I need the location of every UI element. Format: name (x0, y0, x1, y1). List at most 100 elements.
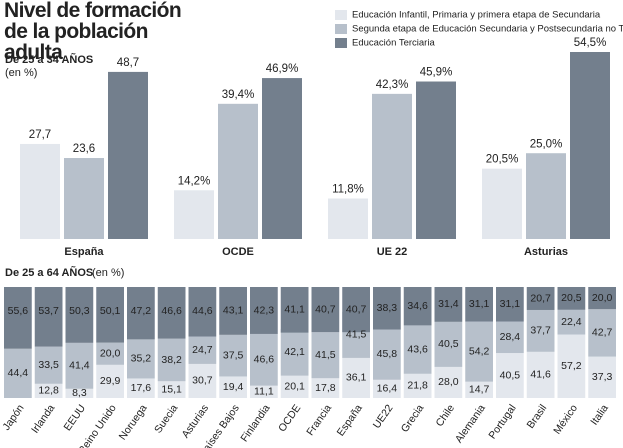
legend-swatch (335, 10, 347, 20)
x-tick-label: OCDE (276, 402, 303, 434)
value-label: 20,0 (100, 347, 121, 359)
value-label: 40,5 (438, 338, 459, 350)
bar-segment (403, 287, 432, 326)
value-label: 40,7 (346, 303, 367, 315)
bar-segment (127, 378, 155, 398)
bar-segment (188, 336, 217, 364)
bar-segment (96, 364, 124, 398)
bar-segment (188, 363, 217, 398)
value-label: 28,4 (500, 331, 521, 343)
bar-segment (465, 381, 493, 398)
bar-segment (127, 287, 155, 340)
value-label: 38,3 (377, 302, 398, 314)
bar-segment (526, 309, 555, 352)
bar (108, 71, 148, 240)
value-label: 23,6 (73, 143, 95, 155)
bar-segment (280, 375, 309, 398)
legend-swatch (335, 24, 347, 34)
bar-segment (496, 321, 524, 354)
bar-segment (557, 309, 586, 335)
bar-segment (557, 334, 586, 398)
bar-segment (311, 378, 340, 398)
bar-segment (403, 373, 432, 398)
value-label: 53,7 (38, 305, 59, 317)
value-label: 20,5% (486, 154, 519, 166)
value-label: 14,7 (469, 384, 490, 396)
value-label: 20,5 (561, 292, 582, 304)
x-tick-label: Noruega (117, 402, 150, 442)
x-tick-label: Asturias (180, 402, 212, 440)
bar-segment (496, 353, 524, 398)
bar-segment (157, 381, 186, 398)
legend-label: Educación Infantil, Primaria y primera e… (352, 10, 601, 21)
bar-segment (403, 325, 432, 374)
value-label: 36,1 (346, 372, 367, 384)
value-label: 14,2% (178, 175, 211, 187)
x-tick-label: Irlanda (29, 402, 57, 435)
x-tick-label: España (335, 402, 365, 438)
value-label: 31,1 (500, 298, 521, 310)
value-label: 33,5 (38, 359, 59, 371)
bar (416, 81, 456, 239)
value-label: 17,6 (131, 382, 152, 394)
value-label: 37,7 (530, 325, 551, 337)
bar (20, 143, 60, 239)
value-label: 43,1 (223, 305, 244, 317)
bar-segment (250, 333, 278, 386)
bar-segment (96, 287, 124, 343)
value-label: 24,7 (192, 344, 213, 356)
x-tick-label: Francia (304, 402, 334, 438)
bar (482, 168, 522, 239)
bar (218, 103, 258, 240)
bar-segment (250, 385, 278, 398)
x-tick-label: Alemania (453, 402, 488, 445)
value-label: 45,8 (377, 348, 398, 360)
bar-segment (250, 287, 278, 334)
value-label: 43,6 (407, 343, 428, 355)
bar (372, 93, 412, 239)
bar-segment (280, 287, 309, 333)
value-label: 42,3% (376, 79, 409, 91)
value-label: 42,3 (254, 304, 275, 316)
value-label: 57,2 (561, 360, 582, 372)
bar-segment (65, 342, 94, 389)
bar-segment (434, 321, 463, 367)
bar-segment (342, 287, 370, 333)
value-label: 21,8 (407, 380, 428, 392)
value-label: 15,1 (161, 383, 182, 395)
value-label: 30,7 (192, 375, 213, 387)
bar-segment (65, 388, 94, 398)
subtitle: De 25 a 64 AÑOS (5, 266, 93, 279)
value-label: 42,7 (592, 327, 613, 339)
chart-title: Nivel de formación de la población adult… (4, 0, 182, 64)
value-label: 20,0 (592, 292, 613, 304)
bar (570, 52, 610, 239)
x-tick-label: Brasil (524, 402, 549, 430)
legend-label: Segunda etapa de Educación Secundaria y … (352, 24, 623, 35)
bar-segment (34, 287, 63, 347)
bar-segment (373, 328, 401, 380)
bar-segment (96, 342, 124, 365)
bar (328, 198, 368, 239)
x-tick-label: EEUU (62, 402, 89, 433)
value-label: 50,3 (69, 305, 90, 317)
bar-segment (127, 339, 155, 379)
value-label: 31,4 (438, 298, 459, 310)
value-label: 37,3 (592, 371, 613, 383)
value-label: 17,8 (315, 382, 336, 394)
bar-segment (588, 287, 616, 310)
value-label: 27,7 (29, 129, 51, 141)
bar-segment (4, 287, 32, 349)
bar-segment (157, 338, 186, 382)
bar (64, 158, 104, 239)
x-tick-label: Chile (434, 402, 458, 429)
value-label: 41,5 (315, 349, 336, 361)
bar-segment (219, 376, 247, 398)
x-tick-label: Asturias (524, 246, 568, 258)
bar-segment (557, 287, 586, 310)
value-label: 31,1 (469, 298, 490, 310)
bar-segment (280, 328, 309, 376)
value-label: 42,1 (284, 346, 305, 358)
value-label: 12,8 (38, 385, 59, 397)
bar (526, 153, 566, 239)
